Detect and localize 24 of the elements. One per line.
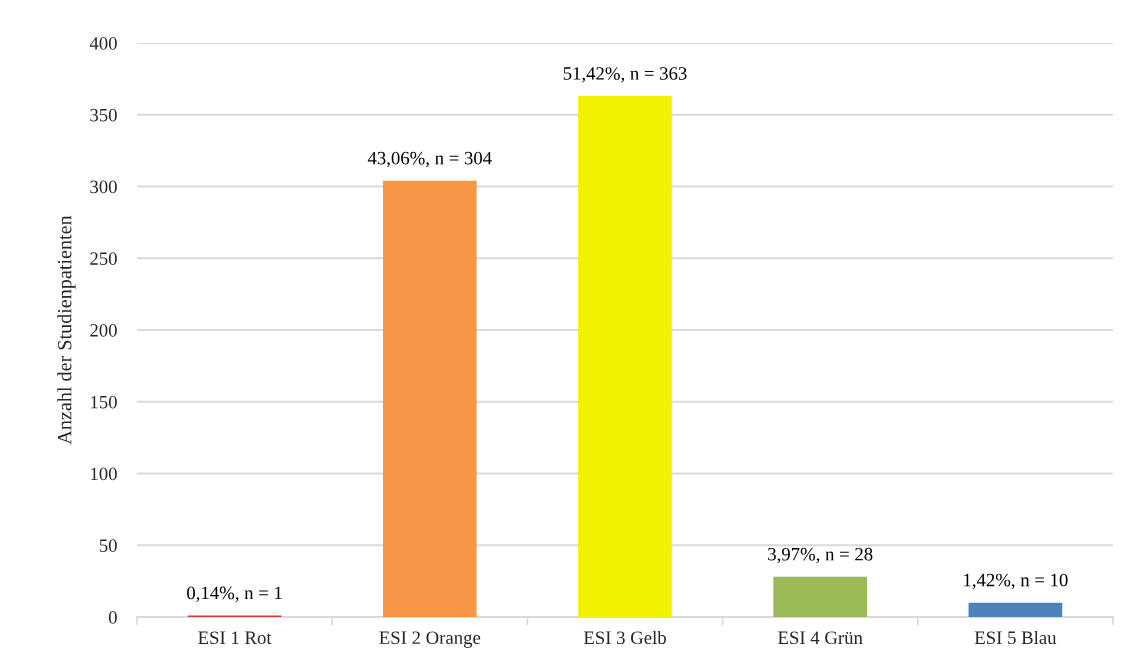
data-label: 0,14%, n = 1 [187, 586, 282, 602]
x-tick-label: ESI 5 Blau [974, 630, 1057, 645]
y-tick-label: 50 [99, 539, 117, 552]
y-tick-label: 150 [91, 395, 117, 409]
bar [382, 180, 477, 617]
y-axis-title: Anzahl der Studienpatienten [57, 215, 76, 445]
y-tick-label: 300 [90, 180, 117, 194]
y-tick-label: 350 [90, 108, 117, 122]
x-tick-label: ESI 3 Gelb [583, 630, 666, 645]
y-tick-label: 250 [90, 252, 117, 265]
bar [968, 602, 1063, 617]
x-tick-label: ESI 2 Orange [379, 631, 481, 648]
bar [578, 96, 672, 617]
y-tick-label: 400 [89, 37, 117, 50]
data-label: 51,42%, n = 363 [563, 67, 687, 83]
data-label: 1,42%, n = 10 [964, 573, 1068, 590]
data-label: 3,97%, n = 28 [768, 547, 873, 564]
x-tick-label: ESI 1 Rot [198, 631, 272, 645]
data-label: 43,06%, n = 304 [367, 151, 492, 168]
y-tick-label: 100 [91, 467, 117, 481]
y-tick-label: 0 [108, 611, 117, 624]
x-tick-label: ESI 4 Grün [778, 631, 863, 645]
bar [773, 576, 868, 617]
y-tick-label: 200 [90, 324, 117, 337]
